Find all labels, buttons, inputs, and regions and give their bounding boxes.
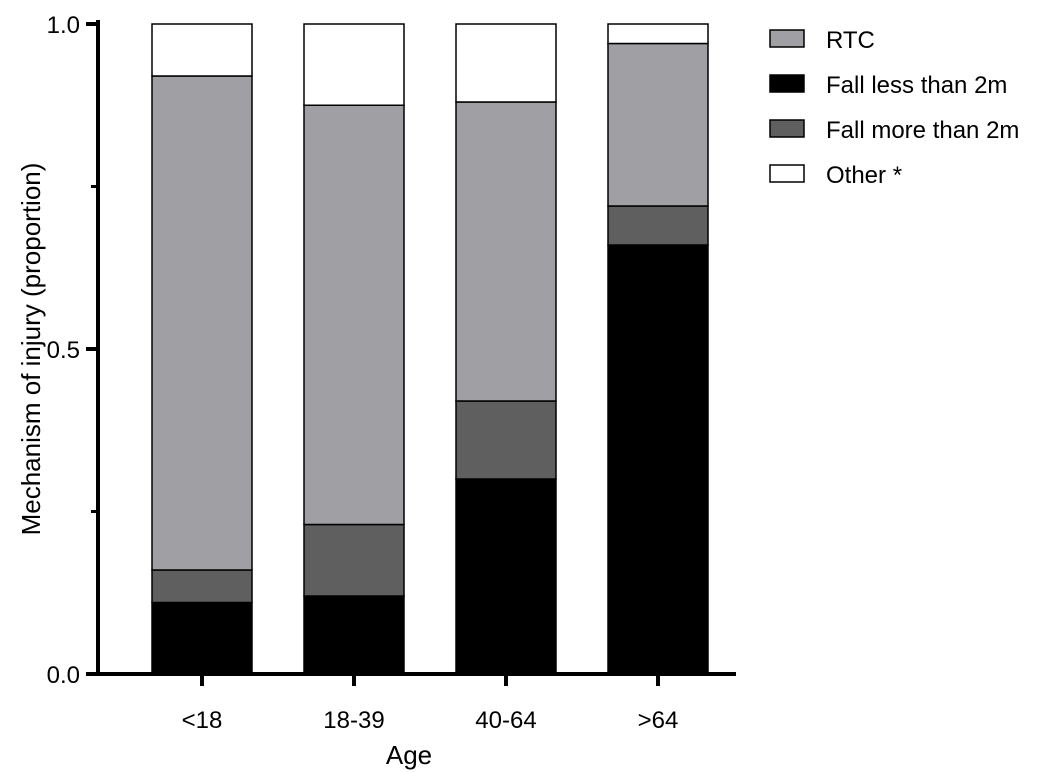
x-axis-title: Age (386, 740, 432, 770)
legend-swatch-other (769, 164, 805, 183)
bar-segment-64-fall-less-than-2m (607, 244, 709, 675)
x-tick-label-18-39: 18-39 (323, 707, 384, 734)
bar-segment-40-64-fall-more-than-2m (455, 400, 557, 480)
bar-segment-64-other (607, 23, 709, 45)
bar-segment-18-rtc (151, 75, 253, 571)
plot-area (151, 23, 709, 675)
y-tick-label: 1.0 (47, 12, 80, 39)
y-tick-label: 0.0 (47, 662, 80, 689)
bar-segment-18-39-fall-less-than-2m (303, 595, 405, 675)
bar-segment-18-fall-less-than-2m (151, 601, 253, 675)
bar-segment-40-64-fall-less-than-2m (455, 478, 557, 675)
legend-swatch-fall-more-than-2m (769, 119, 805, 138)
bar-segment-64-rtc (607, 42, 709, 207)
legend-swatch-rtc (769, 29, 805, 48)
x-tick-label-64: >64 (638, 707, 679, 734)
legend-label-other: Other * (826, 162, 902, 189)
bar-segment-64-fall-more-than-2m (607, 205, 709, 246)
legend-label-fall-more-than-2m: Fall more than 2m (826, 117, 1019, 144)
bar-segment-40-64-other (455, 23, 557, 103)
y-tick-label: 0.5 (47, 337, 80, 364)
bar-segment-18-39-rtc (303, 104, 405, 526)
bar-segment-18-39-other (303, 23, 405, 106)
legend-swatch-fall-less-than-2m (769, 74, 805, 93)
x-tick-label-40-64: 40-64 (475, 707, 536, 734)
legend: RTC Fall less than 2m Fall more than 2m Oth… (769, 27, 1019, 189)
y-axis-title: Mechanism of injury (proportion) (16, 163, 46, 536)
bar-segment-18-other (151, 23, 253, 77)
bar-segment-40-64-rtc (455, 101, 557, 402)
legend-label-fall-less-than-2m: Fall less than 2m (826, 72, 1007, 99)
bar-segment-18-39-fall-more-than-2m (303, 523, 405, 597)
legend-label-rtc: RTC (826, 27, 875, 54)
x-tick-label-18: <18 (182, 707, 223, 734)
axes: 0.0 0.5 1.0 <18 18-39 40-64 >64 (47, 12, 736, 734)
bar-segment-18-fall-more-than-2m (151, 569, 253, 604)
